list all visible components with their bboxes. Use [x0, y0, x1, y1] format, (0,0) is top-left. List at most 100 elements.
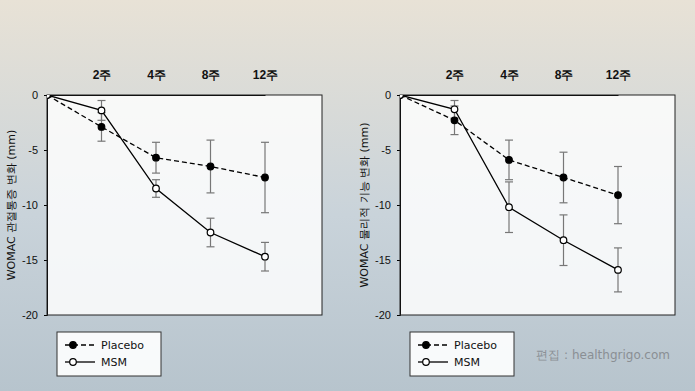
y-tick-label: -5 [28, 144, 38, 156]
error-bar-cap [505, 232, 513, 233]
error-bar [152, 142, 160, 173]
point [560, 174, 567, 181]
point [451, 106, 458, 113]
error-bar-cap [207, 140, 215, 141]
plot-frame [47, 95, 322, 315]
y-tick-label: -10 [375, 199, 391, 211]
point [207, 163, 214, 170]
error-bar-cap [560, 202, 568, 203]
y-axis-title: WOMAC 관절통증 변화 (mm) [5, 130, 18, 281]
point [451, 117, 458, 124]
error-bar-cap [451, 134, 459, 135]
x-tick-label: 12주 [253, 68, 278, 82]
error-bar-cap [614, 166, 622, 167]
panel: 2주 4주 8주 12주 0 -5 -10 -15 -20 WOMAC 관절통증 변화 (mm) P… [5, 68, 322, 376]
plot-area [47, 95, 322, 315]
x-tick-label: 4주 [500, 68, 519, 82]
error-bar-cap [560, 152, 568, 153]
error-bar-cap [98, 120, 106, 121]
y-axis: 0 -5 -10 -15 -20 [375, 89, 400, 321]
point [47, 95, 50, 98]
error-bar-cap [505, 140, 513, 141]
error-bar-cap [152, 142, 160, 143]
x-tick: 12주 [606, 68, 631, 95]
x-tick: 8주 [555, 68, 574, 95]
error-bar [261, 242, 269, 271]
error-bar-cap [614, 247, 622, 248]
point [98, 107, 105, 114]
point [615, 192, 622, 199]
error-bar [451, 106, 459, 135]
error-bar-cap [98, 100, 106, 101]
y-tick-label: -5 [381, 144, 391, 156]
error-bar-cap [207, 246, 215, 247]
legend-box [57, 332, 161, 376]
y-tick-label: -20 [22, 309, 38, 321]
error-bar-cap [614, 223, 622, 224]
error-bar [505, 140, 513, 180]
point [153, 154, 160, 161]
point [400, 95, 403, 98]
error-bar [207, 140, 215, 193]
x-tick-label: 8주 [202, 68, 221, 82]
legend: Placebo MSM [57, 332, 161, 376]
error-bar-cap [560, 265, 568, 266]
point [153, 185, 160, 192]
x-tick: 4주 [500, 68, 519, 95]
point [615, 267, 622, 274]
legend-label: Placebo [101, 339, 144, 352]
y-tick: -15 [375, 254, 400, 266]
background [0, 0, 695, 391]
legend-entry: MSM [418, 356, 480, 369]
panel: 2주 4주 8주 12주 0 -5 -10 -15 -20 WOMAC 물리적 기능 변화 (mm… [358, 68, 675, 376]
y-tick: -20 [375, 309, 400, 321]
error-bar-cap [207, 192, 215, 193]
point [262, 174, 269, 181]
error-bar [614, 167, 622, 224]
legend-label: MSM [101, 356, 127, 369]
error-bar [560, 215, 568, 266]
x-tick: 4주 [147, 68, 166, 95]
y-tick-label: -15 [22, 254, 38, 266]
legend-label: MSM [454, 356, 480, 369]
y-tick: -5 [381, 144, 400, 156]
y-tick: -10 [22, 199, 47, 211]
series-line [400, 95, 618, 270]
data-group [400, 95, 622, 292]
credit: 편집 : healthgrigo.com [536, 348, 670, 362]
legend-marker [70, 342, 77, 349]
x-axis: 2주 4주 8주 12주 [48, 68, 279, 96]
point [98, 124, 105, 131]
point [506, 157, 513, 164]
error-bar-cap [560, 214, 568, 215]
y-tick-label: 0 [385, 89, 391, 101]
error-bar-cap [152, 197, 160, 198]
error-bar [505, 182, 513, 233]
series-line [47, 95, 265, 178]
legend: Placebo MSM [410, 332, 514, 376]
legend-marker [423, 342, 430, 349]
x-tick: 2주 [93, 68, 112, 95]
error-bar [152, 180, 160, 198]
y-tick: 0 [32, 89, 47, 101]
error-bar-cap [614, 291, 622, 292]
error-bar-cap [451, 100, 459, 101]
x-tick: 8주 [202, 68, 221, 95]
legend-label: Placebo [454, 339, 497, 352]
plot-frame [400, 95, 675, 315]
error-bar-cap [505, 179, 513, 180]
x-tick: 2주 [446, 68, 465, 95]
legend-marker [423, 359, 430, 366]
y-tick-label: -10 [22, 199, 38, 211]
plot-area [400, 95, 675, 315]
x-tick-label: 2주 [446, 68, 465, 82]
y-tick-label: -15 [375, 254, 391, 266]
y-tick: -15 [22, 254, 47, 266]
error-bar [98, 101, 106, 121]
y-axis-title: WOMAC 물리적 기능 변화 (mm) [358, 122, 371, 287]
error-bar [614, 248, 622, 292]
x-tick: 12주 [253, 68, 278, 95]
point [207, 229, 214, 236]
error-bar-cap [98, 141, 106, 142]
y-tick: -5 [28, 144, 47, 156]
